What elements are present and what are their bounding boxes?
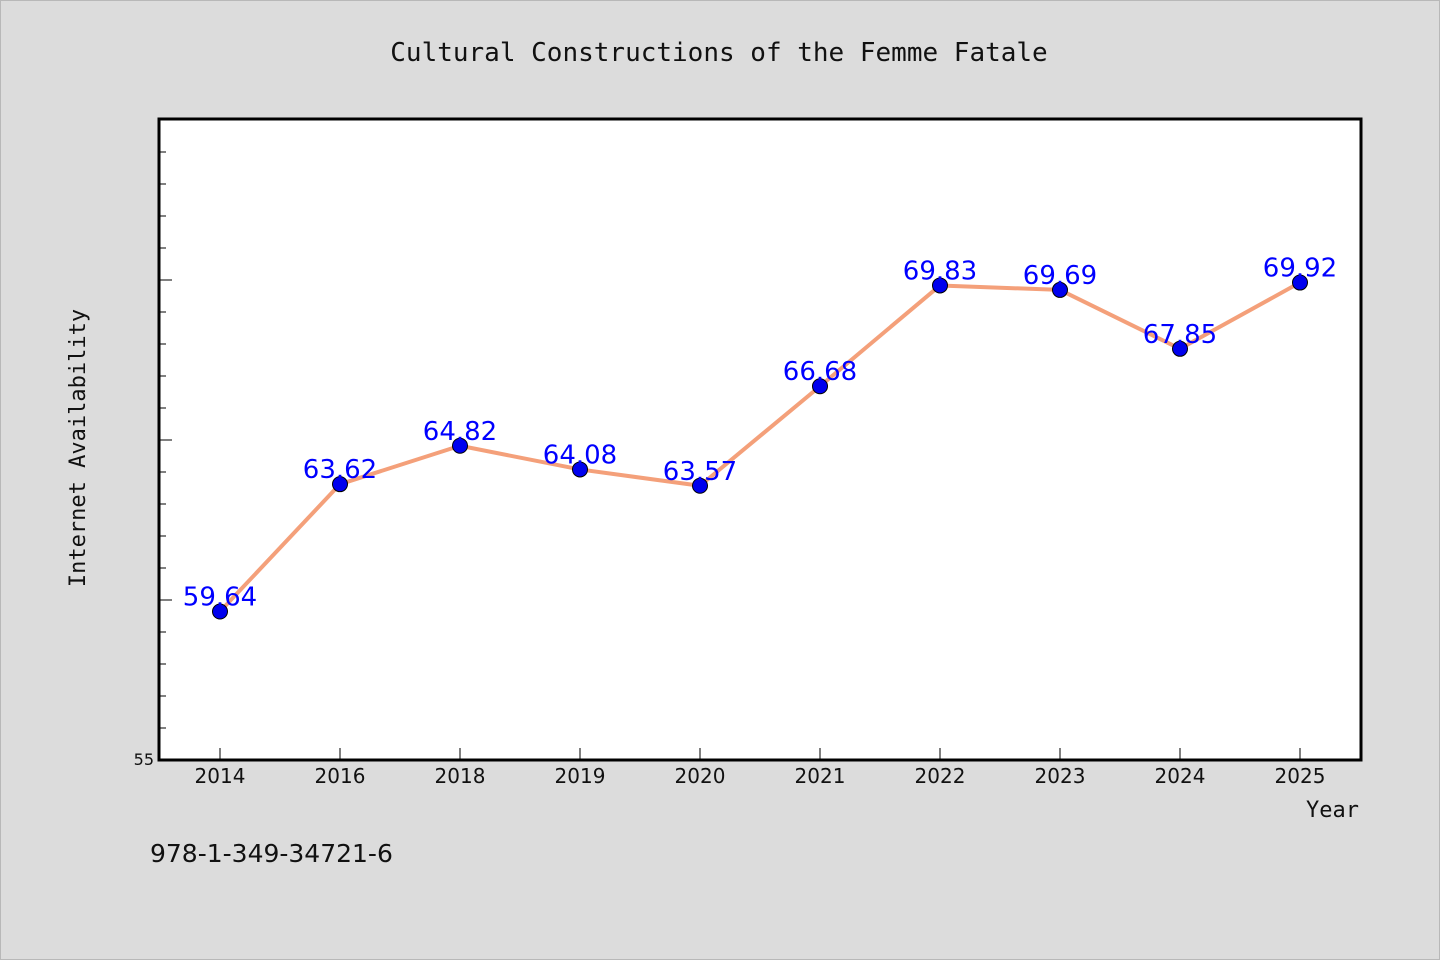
data-point xyxy=(932,277,948,294)
data-label: 59.64 xyxy=(183,583,257,613)
data-labels: 59.64 63.62 64.82 64.08 63.57 66.68 69.83 69.69… xyxy=(183,254,1337,613)
x-tick-label: 2014 xyxy=(195,764,246,788)
series-line-group xyxy=(218,280,1301,613)
x-tick-label: 2019 xyxy=(555,764,606,788)
data-label: 63.57 xyxy=(663,457,737,487)
chart-title: Cultural Constructions of the Femme Fata… xyxy=(390,38,1047,68)
data-point xyxy=(1292,274,1308,291)
y-axis-label: Internet Availability xyxy=(66,309,91,587)
x-axis-label: Year xyxy=(1306,798,1359,823)
x-tick-label: 2021 xyxy=(795,764,846,788)
data-label: 64.82 xyxy=(423,417,497,447)
x-tick-label: 2023 xyxy=(1035,764,1086,788)
data-label: 63.62 xyxy=(303,455,377,485)
data-label: 69.92 xyxy=(1263,254,1337,284)
footer-code: 978-1-349-34721-6 xyxy=(150,839,393,868)
x-tick-label: 2020 xyxy=(675,764,726,788)
data-point xyxy=(1172,340,1188,357)
data-point xyxy=(452,437,468,454)
data-point xyxy=(212,603,228,620)
data-point xyxy=(812,378,828,395)
x-tick-label: 2016 xyxy=(315,764,366,788)
data-point xyxy=(692,477,708,494)
data-label: 66.68 xyxy=(783,357,857,387)
plot-area xyxy=(157,117,1363,762)
data-point xyxy=(572,461,588,478)
data-label: 69.69 xyxy=(1023,261,1097,291)
x-tick-label: 2018 xyxy=(435,764,486,788)
data-points xyxy=(212,274,1308,620)
series-line xyxy=(218,280,1301,613)
x-tick-label: 2025 xyxy=(1275,764,1326,788)
data-label: 69.83 xyxy=(903,256,977,286)
y-tick-label: 55 xyxy=(134,750,154,769)
x-tick-label: 2024 xyxy=(1155,764,1206,788)
y-axis-ticks: 55 xyxy=(134,119,172,769)
data-label: 67.85 xyxy=(1143,320,1217,350)
data-point xyxy=(1052,281,1068,298)
data-label: 64.08 xyxy=(543,440,617,470)
x-axis-ticks: 2014 2016 2018 2019 2020 2021 2022 2023 2024 2025 xyxy=(195,748,1326,788)
x-tick-label: 2022 xyxy=(915,764,966,788)
data-point xyxy=(332,476,348,493)
